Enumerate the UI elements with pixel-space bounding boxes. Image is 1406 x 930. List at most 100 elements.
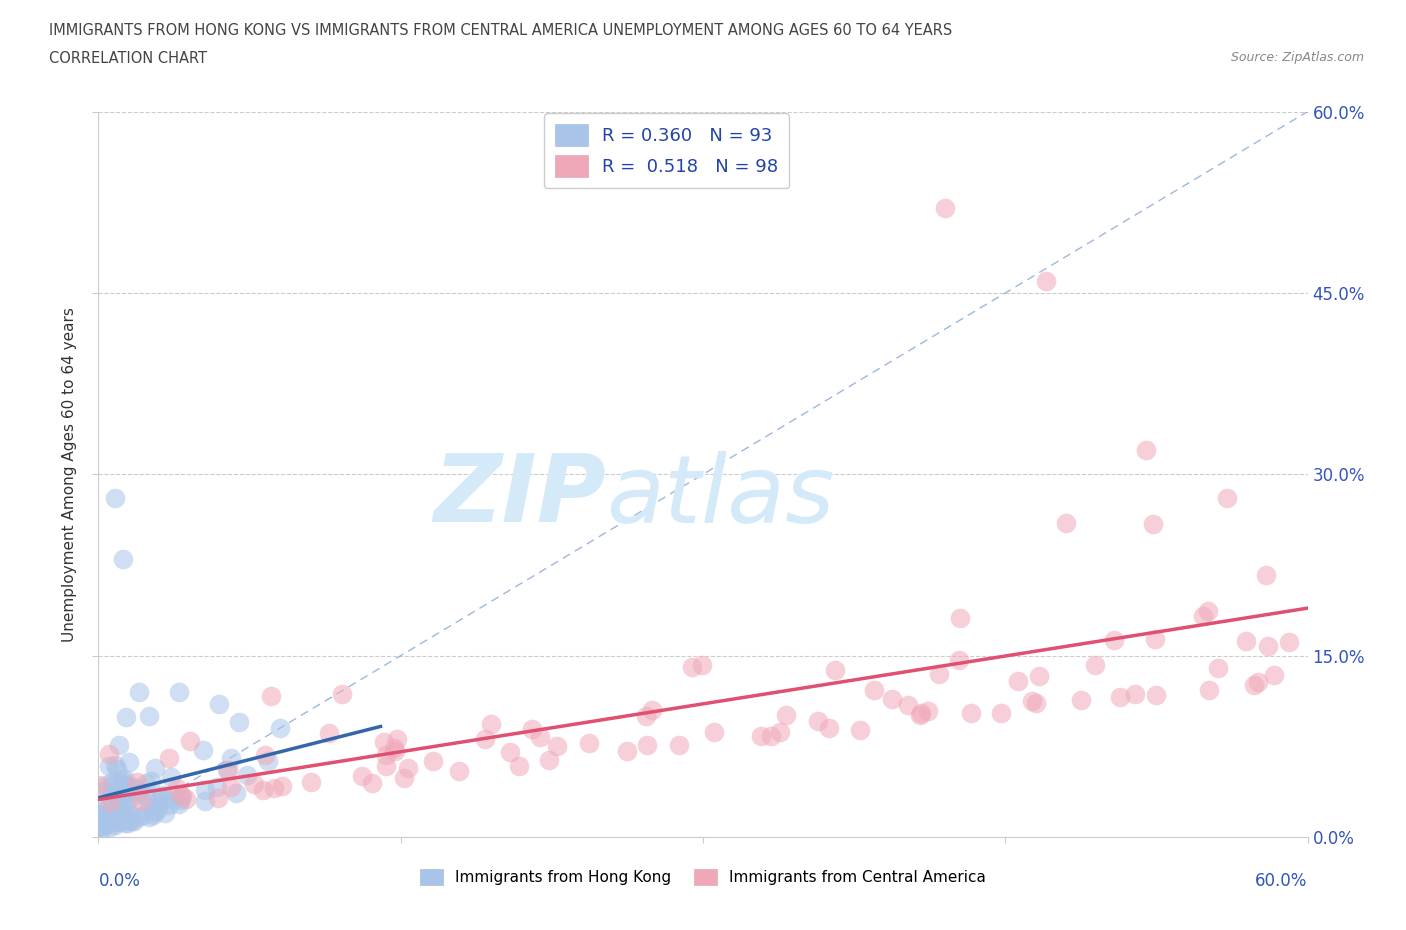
Point <box>145 761 167 776</box>
Point <box>616 744 638 759</box>
Text: CORRELATION CHART: CORRELATION CHART <box>49 51 207 66</box>
Point <box>385 731 408 746</box>
Point <box>499 744 522 759</box>
Point <box>96 817 118 831</box>
Point <box>91 806 114 821</box>
Point <box>299 775 322 790</box>
Point <box>101 777 124 792</box>
Point <box>111 551 134 566</box>
Point <box>641 702 664 717</box>
Point <box>87 806 110 821</box>
Point <box>269 721 291 736</box>
Point <box>882 692 904 707</box>
Point <box>107 815 129 830</box>
Point <box>374 748 396 763</box>
Point <box>897 698 920 712</box>
Point <box>263 780 285 795</box>
Point <box>87 777 110 792</box>
Point <box>394 771 416 786</box>
Point <box>115 777 138 792</box>
Text: IMMIGRANTS FROM HONG KONG VS IMMIGRANTS FROM CENTRAL AMERICA UNEMPLOYMENT AMONG : IMMIGRANTS FROM HONG KONG VS IMMIGRANTS … <box>49 23 952 38</box>
Point <box>166 781 188 796</box>
Point <box>546 738 568 753</box>
Point <box>89 804 111 818</box>
Point <box>948 653 970 668</box>
Point <box>105 762 128 777</box>
Point <box>1084 658 1107 672</box>
Point <box>243 777 266 791</box>
Point <box>94 783 117 798</box>
Point <box>252 783 274 798</box>
Point <box>1278 634 1301 649</box>
Point <box>111 790 134 804</box>
Point <box>98 790 121 804</box>
Point <box>97 747 120 762</box>
Point <box>538 752 561 767</box>
Point <box>1263 668 1285 683</box>
Point <box>373 735 395 750</box>
Point <box>374 759 396 774</box>
Point <box>1256 567 1278 582</box>
Point <box>148 794 170 809</box>
Point <box>128 784 150 799</box>
Point <box>479 716 502 731</box>
Point <box>152 788 174 803</box>
Point <box>769 725 792 740</box>
Point <box>928 667 950 682</box>
Point <box>807 714 830 729</box>
Point <box>167 796 190 811</box>
Point <box>170 789 193 804</box>
Point <box>949 610 972 625</box>
Text: Source: ZipAtlas.com: Source: ZipAtlas.com <box>1230 51 1364 64</box>
Point <box>1143 631 1166 646</box>
Text: 0.0%: 0.0% <box>98 871 141 890</box>
Point <box>148 802 170 817</box>
Point <box>761 728 783 743</box>
Point <box>863 682 886 697</box>
Point <box>1025 696 1047 711</box>
Point <box>1206 660 1229 675</box>
Point <box>120 790 142 805</box>
Point <box>1243 677 1265 692</box>
Point <box>167 684 190 699</box>
Point <box>104 805 127 820</box>
Point <box>636 737 658 752</box>
Point <box>1028 669 1050 684</box>
Point <box>93 803 115 817</box>
Point <box>361 776 384 790</box>
Point <box>91 818 114 833</box>
Point <box>96 777 118 792</box>
Point <box>449 764 471 779</box>
Point <box>690 658 713 672</box>
Point <box>104 758 127 773</box>
Point <box>1142 517 1164 532</box>
Point <box>118 754 141 769</box>
Point <box>136 790 159 804</box>
Point <box>318 725 340 740</box>
Point <box>103 787 125 802</box>
Point <box>1257 639 1279 654</box>
Point <box>115 813 138 828</box>
Point <box>1234 633 1257 648</box>
Point <box>115 710 138 724</box>
Point <box>228 714 250 729</box>
Point <box>960 706 983 721</box>
Point <box>751 729 773 744</box>
Point <box>179 734 201 749</box>
Point <box>271 778 294 793</box>
Point <box>138 709 160 724</box>
Point <box>221 751 243 765</box>
Point <box>1144 687 1167 702</box>
Point <box>127 809 149 824</box>
Point <box>104 815 127 830</box>
Point <box>1070 693 1092 708</box>
Point <box>132 807 155 822</box>
Point <box>1123 686 1146 701</box>
Point <box>103 491 125 506</box>
Point <box>169 792 191 807</box>
Point <box>157 751 180 765</box>
Point <box>824 662 846 677</box>
Legend: Immigrants from Hong Kong, Immigrants from Central America: Immigrants from Hong Kong, Immigrants fr… <box>413 863 993 891</box>
Point <box>97 759 120 774</box>
Point <box>138 810 160 825</box>
